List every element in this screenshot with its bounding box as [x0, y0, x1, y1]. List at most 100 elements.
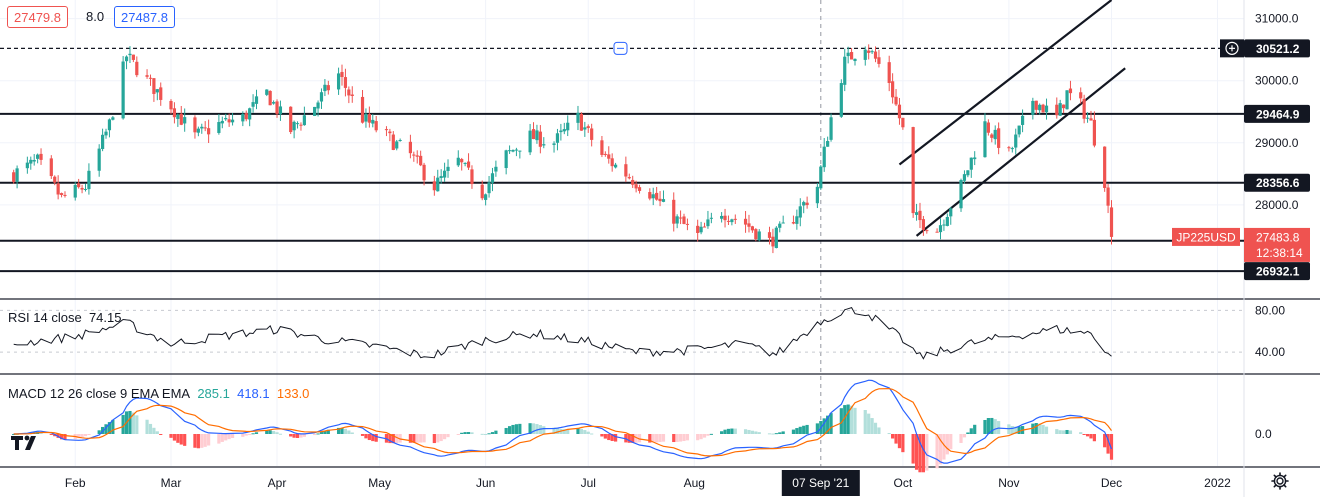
crosshair-plus-icon	[1225, 41, 1239, 55]
candle-body	[702, 226, 707, 228]
candle-body	[148, 77, 153, 79]
candle-body	[733, 218, 737, 220]
candle-body	[460, 159, 464, 163]
macd-histogram-bar	[921, 434, 925, 473]
macd-line-value: 418.1	[237, 386, 270, 401]
macd-histogram-bar	[463, 432, 467, 434]
candle-body	[395, 141, 399, 149]
macd-histogram-bar	[83, 434, 88, 437]
macd-histogram-bar	[97, 430, 101, 434]
candle-body	[456, 157, 460, 166]
macd-histogram-bar	[949, 434, 953, 450]
candle-body	[272, 102, 276, 104]
candle-body	[384, 129, 389, 131]
macd-histogram-bar	[487, 433, 491, 435]
candle-body	[682, 216, 686, 224]
candle-body	[962, 174, 967, 181]
candle-body	[655, 192, 659, 200]
macd-histogram-bar	[542, 426, 546, 434]
macd-histogram-bar	[1031, 423, 1035, 434]
macd-histogram-bar	[1010, 426, 1014, 434]
macd-histogram-bar	[494, 430, 498, 434]
gear-icon[interactable]	[1270, 471, 1290, 491]
candle-body	[408, 141, 412, 154]
candle-body	[83, 188, 88, 190]
candle-body	[815, 186, 819, 204]
macd-histogram-bar	[918, 434, 922, 473]
macd-histogram-bar	[983, 419, 987, 434]
candle-body	[778, 223, 782, 228]
macd-histogram-bar	[579, 428, 583, 434]
macd-line	[13, 379, 1113, 464]
macd-histogram-bar	[723, 429, 727, 434]
candle-body	[945, 216, 949, 226]
candle-body	[590, 128, 594, 140]
rsi-legend[interactable]: RSI 14 close 74.15	[8, 310, 121, 325]
macd-histogram-bar	[87, 434, 91, 435]
candle-body	[1017, 125, 1021, 135]
macd-histogram-bar	[200, 434, 204, 448]
macd-histogram-bar	[289, 434, 293, 437]
candle-body	[230, 119, 235, 123]
candle-body	[412, 154, 416, 156]
tradingview-logo-icon[interactable]	[9, 432, 41, 452]
macd-histogram-bar	[730, 428, 734, 434]
macd-histogram-bar	[172, 434, 177, 441]
macd-pane	[12, 379, 1114, 473]
candle-body	[747, 223, 751, 227]
candle-body	[511, 149, 515, 152]
candle-body	[101, 134, 105, 149]
macd-histogram-bar	[446, 434, 450, 438]
macd-histogram-bar	[460, 432, 464, 434]
macd-histogram-bar	[511, 424, 515, 434]
candle-body	[224, 118, 228, 120]
bid-price-badge[interactable]: 27479.8	[7, 6, 68, 28]
candle-body	[726, 220, 731, 222]
trend-channel	[898, 0, 1126, 237]
macd-histogram-bar	[391, 434, 395, 444]
macd-histogram-bar	[870, 418, 874, 434]
symbol-badge	[1172, 227, 1240, 246]
macd-histogram-bar	[230, 434, 235, 438]
macd-histogram-bar	[63, 434, 67, 440]
macd-histogram-bar	[798, 426, 802, 434]
candle-body	[969, 157, 973, 170]
time-tick-label: Mar	[161, 476, 182, 490]
ask-price-badge[interactable]: 27487.8	[114, 6, 175, 28]
candle-body	[36, 154, 40, 159]
candle-body	[466, 161, 471, 168]
macd-histogram-bar	[891, 434, 895, 439]
macd-histogram-bar	[863, 410, 867, 434]
macd-histogram-bar	[275, 432, 279, 434]
candle-body	[183, 117, 187, 124]
candle-body	[576, 112, 580, 123]
macd-histogram-bar	[583, 430, 587, 434]
candle-body	[911, 127, 915, 214]
macd-histogram-bar	[135, 415, 139, 434]
candle-body	[193, 117, 197, 133]
candle-body	[53, 176, 57, 183]
candle-body	[583, 127, 587, 130]
macd-histogram-bar	[1109, 434, 1114, 460]
candle-body	[661, 199, 666, 202]
candle-body	[757, 231, 761, 241]
candle-body	[542, 144, 546, 146]
axes: 31000.0 30000.0 29000.0 28000.0 80.00 40.00 0.…	[65, 12, 1299, 496]
macd-legend[interactable]: MACD 12 26 close 9 EMA EMA 285.1 418.1 1…	[8, 386, 309, 401]
candle-body	[507, 150, 512, 152]
macd-histogram-bar	[897, 434, 902, 449]
macd-histogram-bar	[914, 434, 919, 470]
bid-price: 27479.8	[14, 10, 61, 25]
price-tick-label: 30000.0	[1255, 74, 1299, 88]
macd-histogram-bar	[1034, 423, 1038, 434]
candle-body	[531, 129, 536, 140]
macd-histogram-bar	[675, 434, 679, 442]
candle-body	[415, 155, 419, 157]
macd-histogram-bar	[925, 434, 929, 471]
candle-body	[29, 159, 33, 164]
macd-histogram-bar	[12, 434, 16, 435]
candle-body	[111, 117, 115, 120]
level-price-box	[1244, 262, 1310, 281]
macd-histogram-value: 285.1	[197, 386, 230, 401]
